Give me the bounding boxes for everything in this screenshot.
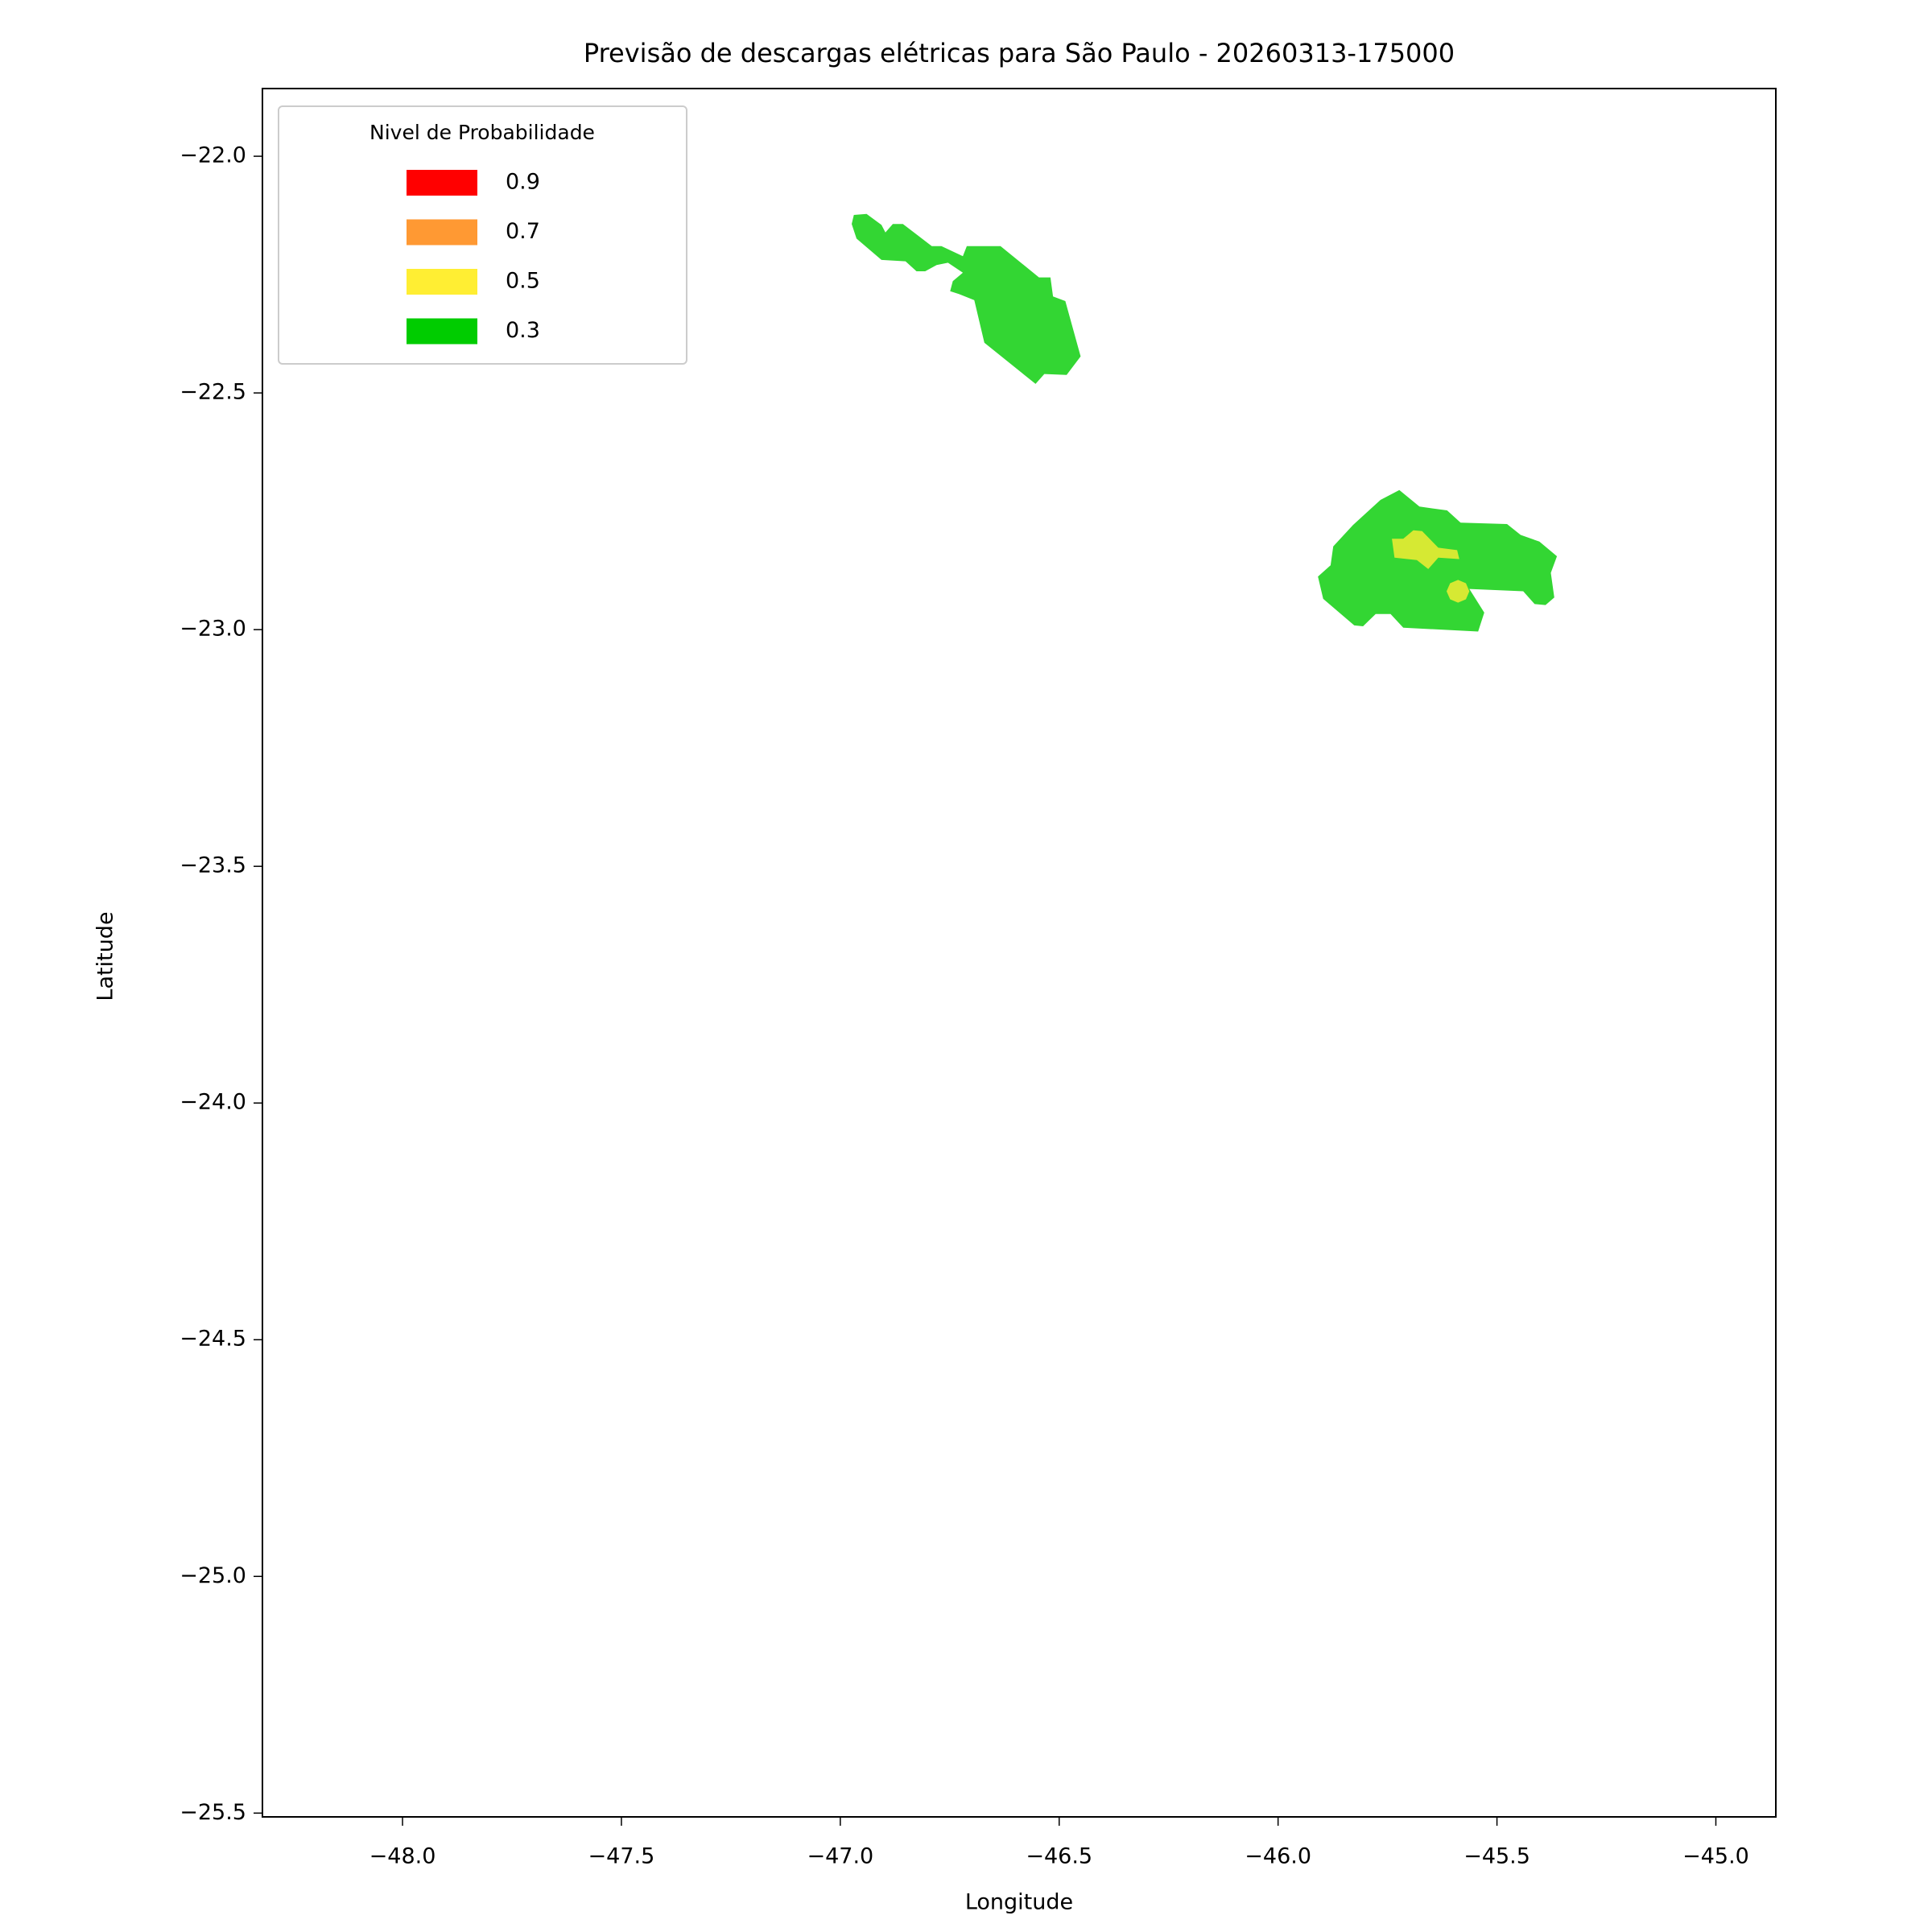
probability-area	[1392, 530, 1459, 569]
legend-swatch	[407, 318, 477, 345]
legend-label: 0.5	[506, 269, 540, 294]
legend-label: 0.7	[506, 219, 540, 244]
x-tick-label: −45.0	[1682, 1844, 1749, 1869]
y-tick-label: −23.5	[180, 853, 246, 878]
y-axis-label: Latitude	[93, 911, 118, 1001]
y-tick-label: −24.0	[180, 1090, 246, 1115]
legend-label: 0.9	[506, 170, 540, 195]
legend-title: Nivel de Probabilidade	[369, 121, 595, 144]
x-axis-label: Longitude	[965, 1890, 1073, 1915]
y-tick-label: −22.5	[180, 380, 246, 405]
legend-box	[278, 105, 687, 365]
x-tick-label: −46.5	[1026, 1844, 1092, 1869]
x-tick-label: −45.5	[1463, 1844, 1530, 1869]
y-tick-label: −23.0	[180, 617, 246, 642]
legend-label: 0.3	[506, 318, 540, 343]
legend-swatch	[407, 269, 477, 295]
probability-area	[1318, 489, 1558, 632]
plot-frame	[262, 88, 1777, 1818]
legend-swatch	[407, 170, 477, 196]
x-tick-label: −47.5	[588, 1844, 655, 1869]
y-tick-label: −22.0	[180, 143, 246, 168]
legend-swatch	[407, 219, 477, 246]
y-tick-label: −24.5	[180, 1327, 246, 1352]
y-tick-label: −25.0	[180, 1563, 246, 1588]
probability-area	[1447, 580, 1470, 603]
x-tick-label: −47.0	[807, 1844, 873, 1869]
probability-area	[852, 213, 1081, 384]
y-tick-label: −25.5	[180, 1800, 246, 1825]
chart-title: Previsão de descargas elétricas para São…	[584, 38, 1455, 68]
x-tick-label: −48.0	[369, 1844, 436, 1869]
x-tick-label: −46.0	[1245, 1844, 1311, 1869]
